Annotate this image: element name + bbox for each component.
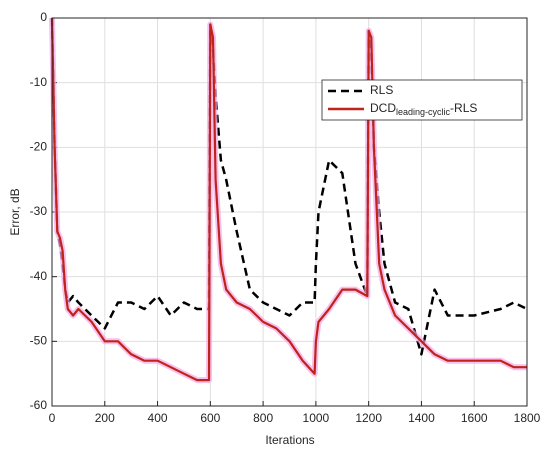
y-tick-label: 0	[40, 10, 47, 24]
x-tick-label: 1000	[303, 411, 330, 425]
y-tick-label: -50	[30, 334, 48, 348]
x-tick-label: 800	[253, 411, 273, 425]
y-axis-label: Error, dB	[8, 188, 22, 235]
x-axis-label: Iterations	[265, 433, 314, 447]
legend-box	[321, 79, 523, 121]
data-line	[50, 17, 528, 356]
x-tick-label: 1400	[408, 411, 435, 425]
plot-frame	[51, 17, 528, 407]
x-tick-label: 200	[95, 411, 115, 425]
legend-label: DCDleading-cyclic-RLS	[370, 101, 477, 117]
y-tick-label: -30	[30, 204, 48, 218]
data-line	[50, 17, 527, 382]
line-halo	[49, 17, 527, 384]
x-tick-label: 600	[200, 411, 220, 425]
x-tick-label: 0	[49, 411, 56, 425]
y-tick-label: -10	[30, 75, 48, 89]
x-tick-label: 1800	[514, 411, 541, 425]
x-tick-label: 1200	[355, 411, 382, 425]
x-tick-label: 400	[148, 411, 168, 425]
y-tick-label: -40	[30, 269, 48, 283]
y-tick-label: -60	[30, 398, 48, 412]
legend-label: RLS	[370, 83, 393, 97]
y-tick-label: -20	[30, 140, 48, 154]
x-tick-label: 1600	[461, 411, 488, 425]
